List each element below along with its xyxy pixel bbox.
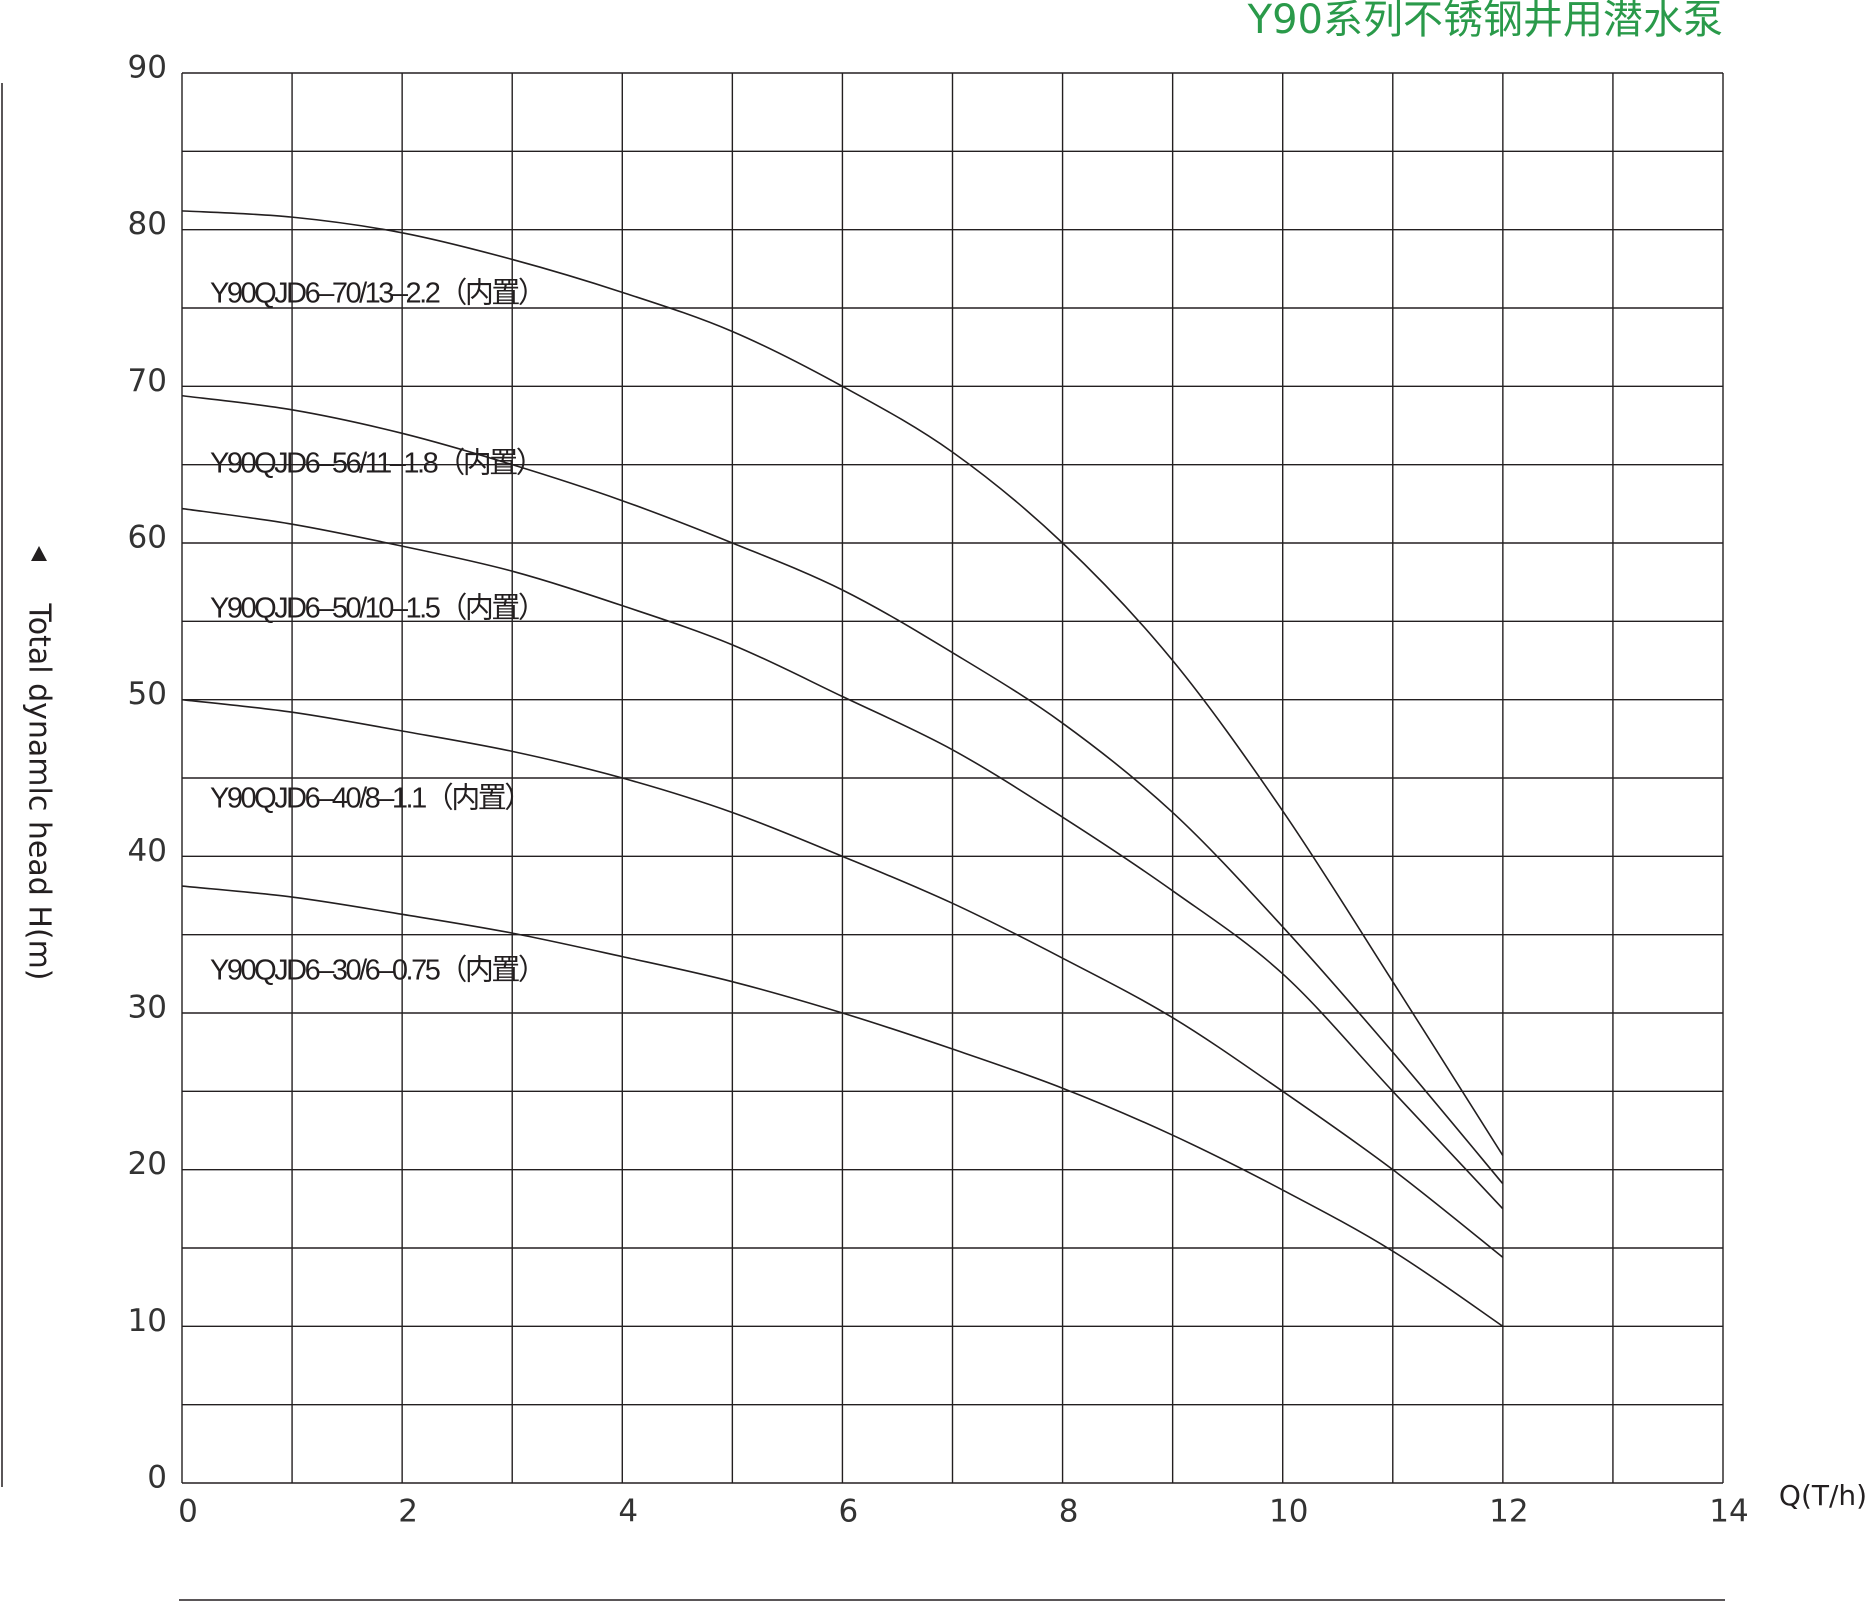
curve — [181, 394, 1504, 1185]
series-label: Y90QJD6–70/13–2.2（内置） — [210, 277, 544, 310]
y-tick-label: 40 — [128, 833, 167, 869]
y-tick-label: 0 — [147, 1460, 167, 1496]
y-tick-label: 30 — [128, 990, 167, 1026]
y-axis-label: Total dynamlc head H(m) — [22, 602, 57, 980]
series-label: Y90QJD6–50/10–1.5（内置） — [210, 592, 544, 625]
y-tick-label: 50 — [128, 676, 167, 712]
x-tick-label: 0 — [178, 1494, 198, 1530]
x-tick-label: 10 — [1269, 1494, 1308, 1530]
y-tick-label: 20 — [128, 1146, 167, 1182]
axis-arrow — [31, 546, 47, 561]
y-tick-label: 10 — [128, 1303, 167, 1339]
curve — [181, 507, 1504, 1210]
curve — [181, 698, 1504, 1259]
chart-title: Y90系列不锈钢井用潜水泵 — [1247, 0, 1723, 43]
x-tick-label: 4 — [618, 1494, 638, 1530]
x-tick-label: 14 — [1709, 1494, 1748, 1530]
x-axis-label: Q(T/h) — [1779, 1479, 1867, 1512]
y-tick-label: 90 — [128, 50, 167, 86]
curve — [181, 210, 1504, 1156]
y-tick-label: 70 — [128, 363, 167, 399]
x-tick-label: 12 — [1489, 1494, 1528, 1530]
y-tick-label: 80 — [128, 206, 167, 242]
x-tick-label: 2 — [398, 1494, 418, 1530]
series-label: Y90QJD6–30/6–0.75（内置） — [210, 954, 544, 987]
series-label: Y90QJD6–40/8–1.1（内置） — [210, 782, 531, 815]
x-tick-label: 6 — [839, 1494, 859, 1530]
x-tick-label: 8 — [1059, 1494, 1079, 1530]
curve — [181, 885, 1504, 1327]
y-tick-label: 60 — [128, 520, 167, 556]
series-label: Y90QJD6–56/11–1.8（内置） — [210, 447, 542, 480]
